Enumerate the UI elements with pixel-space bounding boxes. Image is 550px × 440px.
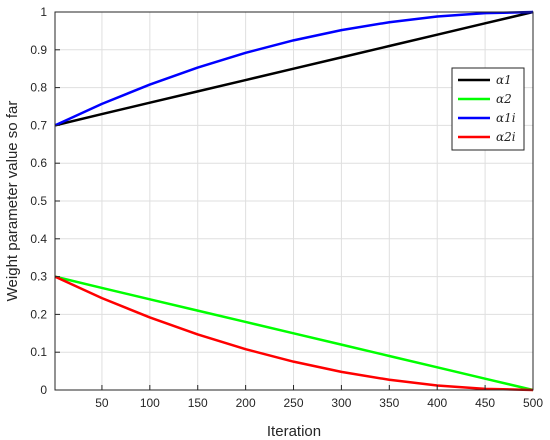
- y-tick-label: 0.3: [30, 270, 47, 284]
- x-tick-label: 150: [188, 396, 208, 410]
- y-tick-label: 0.8: [30, 81, 47, 95]
- series-line-2: [54, 275, 534, 392]
- series-line-4: [54, 275, 534, 392]
- x-tick-label: 350: [379, 396, 399, 410]
- legend-label-1: α1: [496, 73, 512, 87]
- legend-label-2: α2: [496, 92, 512, 106]
- y-axis-ticks: 0 0.1 0.2 0.3 0.4 0.5 0.6 0.7 0.8 0.9 1: [30, 5, 60, 397]
- y-tick-label: 0.9: [30, 43, 47, 57]
- x-tick-label: 300: [331, 396, 351, 410]
- y-axis-label: Weight parameter value so far: [4, 101, 21, 302]
- series-line-1: [54, 10, 534, 127]
- x-axis-ticks: 50 100 150 200 250 300 350 400 450 500: [95, 385, 543, 410]
- y-tick-label: 0.1: [30, 345, 47, 359]
- x-tick-label: 450: [475, 396, 495, 410]
- x-tick-label: 200: [236, 396, 256, 410]
- legend-label-3: α1i: [496, 111, 516, 125]
- y-tick-label: 0.4: [30, 232, 47, 246]
- y-tick-label: 1: [40, 5, 47, 19]
- x-tick-label: 50: [95, 396, 109, 410]
- legend-label-4: α2i: [496, 130, 516, 144]
- x-tick-label: 500: [523, 396, 543, 410]
- y-tick-label: 0: [40, 383, 47, 397]
- y-tick-label: 0.2: [30, 307, 47, 321]
- legend: α1 α2 α1i α2i: [451, 67, 525, 151]
- series-line-3: [54, 10, 534, 127]
- y-tick-label: 0.5: [30, 194, 47, 208]
- series-lines: [54, 10, 534, 392]
- x-tick-label: 400: [427, 396, 447, 410]
- y-tick-label: 0.7: [30, 118, 47, 132]
- x-tick-label: 250: [284, 396, 304, 410]
- x-tick-label: 100: [140, 396, 160, 410]
- x-axis-label: Iteration: [267, 423, 321, 440]
- y-tick-label: 0.6: [30, 156, 47, 170]
